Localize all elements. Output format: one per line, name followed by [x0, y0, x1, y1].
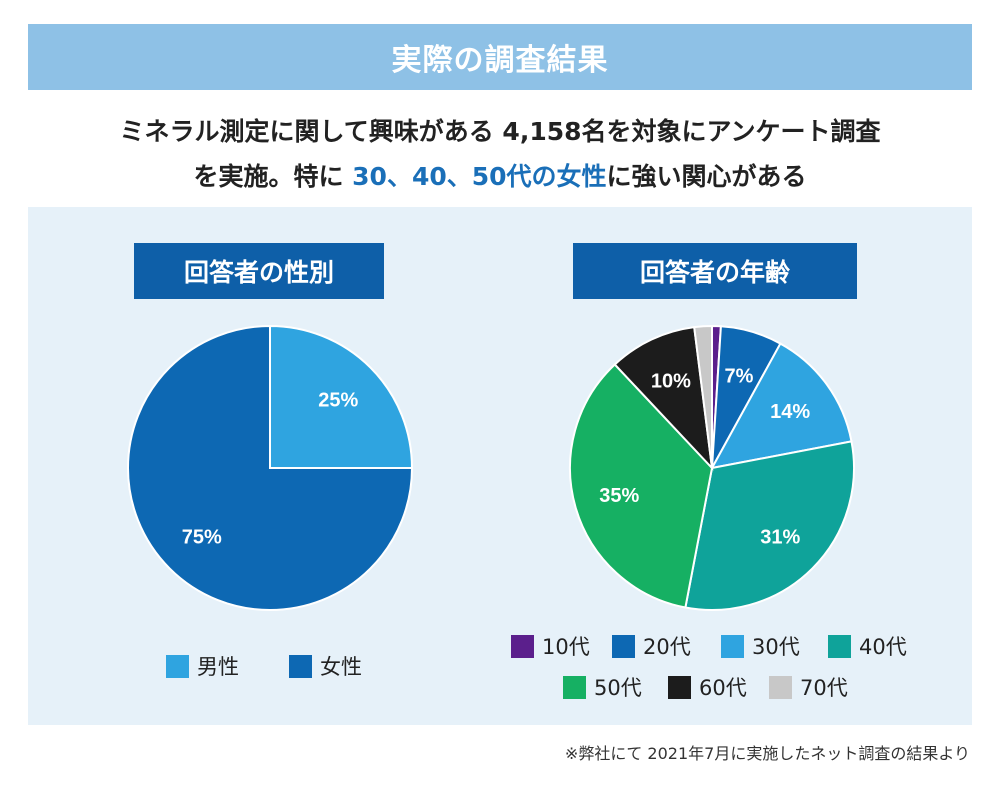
- legend-label: 40代: [859, 635, 907, 659]
- age-slice-label-2: 14%: [770, 401, 810, 423]
- legend-swatch: [769, 675, 792, 699]
- gender-slice-1: [127, 324, 414, 611]
- age-slice-4: [569, 363, 714, 609]
- legend-item-40s: 40代: [828, 631, 907, 661]
- age-slice-label-1: 7%: [724, 365, 753, 387]
- gender-slice-label-1: 75%: [182, 526, 222, 548]
- legend-label: 10代: [542, 635, 590, 659]
- legend-label: 男性: [197, 655, 239, 679]
- age-slice-label-4: 35%: [599, 485, 639, 507]
- gender-pie-chart: 25% 75%: [127, 324, 414, 611]
- legend-swatch: [668, 675, 691, 699]
- legend-item-30s: 30代: [721, 631, 800, 661]
- gender-slice-0: [269, 324, 414, 469]
- footnote: ※弊社にて 2021年7月に実施したネット調査の結果より: [564, 744, 970, 763]
- legend-item-50s: 50代: [563, 672, 642, 702]
- legend-swatch: [563, 675, 586, 699]
- age-slice-3: [684, 440, 855, 611]
- age-slice-2: [710, 342, 853, 470]
- legend-item-60s: 60代: [668, 672, 747, 702]
- legend-swatch: [511, 634, 534, 658]
- legend-swatch: [166, 654, 189, 678]
- gender-slice-label-0: 25%: [318, 390, 358, 412]
- legend-item-10s: 10代: [511, 631, 590, 661]
- legend-label: 30代: [752, 635, 800, 659]
- legend-item-20s: 20代: [612, 631, 691, 661]
- age-pie-chart: 7% 14% 31% 35% 10%: [569, 324, 855, 611]
- legend-item-female: 女性: [289, 651, 362, 681]
- summary-line-2-pre: を実施。特に: [193, 162, 353, 191]
- legend-swatch: [721, 634, 744, 658]
- age-slice-5: [613, 326, 714, 471]
- summary-line-1: ミネラル測定に関して興味がある 4,158名を対象にアンケート調査: [119, 117, 881, 146]
- legend-item-male: 男性: [166, 651, 239, 681]
- legend-label: 50代: [594, 676, 642, 700]
- legend-label: 20代: [643, 635, 691, 659]
- age-slice-label-5: 10%: [651, 371, 691, 393]
- legend-label: 60代: [699, 676, 747, 700]
- gender-chart-title: 回答者の性別: [134, 243, 384, 299]
- legend-label: 70代: [800, 676, 848, 700]
- summary-highlight: 30、40、50代の女性: [352, 162, 607, 191]
- age-slice-label-3: 31%: [760, 526, 800, 548]
- page-title: 実際の調査結果: [28, 24, 972, 90]
- legend-swatch: [828, 634, 851, 658]
- legend-swatch: [289, 654, 312, 678]
- legend-label: 女性: [320, 655, 362, 679]
- legend-item-70s: 70代: [769, 672, 848, 702]
- summary-line-2-post: に強い関心がある: [606, 162, 807, 191]
- age-slice-6: [693, 324, 713, 469]
- age-chart-title: 回答者の年齢: [573, 243, 857, 299]
- summary-line-2: を実施。特に 30、40、50代の女性に強い関心がある: [28, 157, 972, 193]
- legend-swatch: [612, 634, 635, 658]
